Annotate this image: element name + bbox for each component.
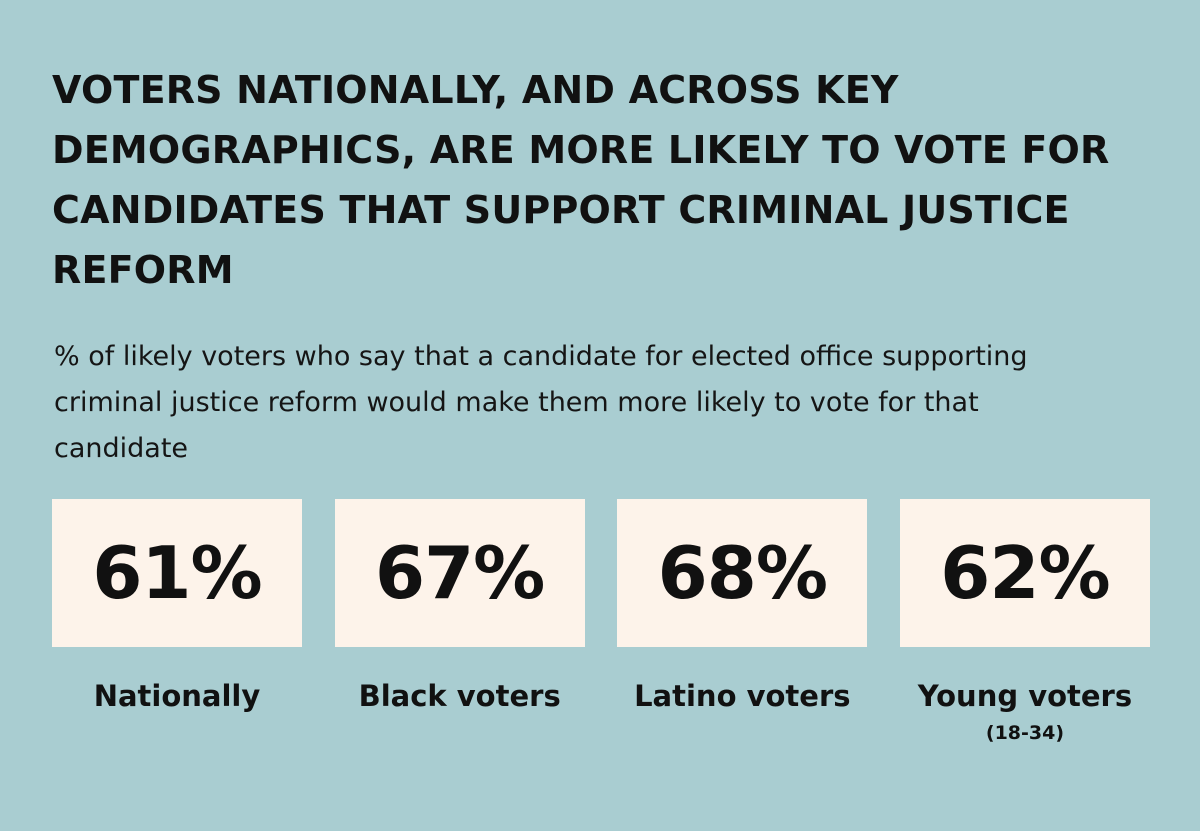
stat-black-voters: 67% Black voters xyxy=(334,499,585,769)
stat-nationally: 61% Nationally xyxy=(52,499,302,769)
stat-card: 62% xyxy=(899,499,1150,647)
stat-note: (18-34) xyxy=(985,722,1065,744)
stat-label: Latino voters xyxy=(634,679,851,713)
stat-label: Nationally xyxy=(93,679,261,713)
stat-card: 68% xyxy=(617,499,868,647)
stat-young-voters: 62% Young voters (18-34) xyxy=(899,499,1150,769)
stat-card: 61% xyxy=(52,499,302,647)
stat-label: Black voters xyxy=(358,679,561,713)
stat-cards: 61% Nationally 67% Black voters 68% Lati… xyxy=(52,499,1150,769)
stat-label: Young voters xyxy=(917,679,1133,713)
stat-value: 67% xyxy=(374,531,545,615)
chart-subtitle: % of likely voters who say that a candid… xyxy=(54,341,1028,464)
stat-card: 67% xyxy=(334,499,585,647)
chart-title: VOTERS NATIONALLY, AND ACROSS KEY DEMOGR… xyxy=(52,68,1110,292)
stat-latino-voters: 68% Latino voters xyxy=(617,499,868,769)
stat-value: 68% xyxy=(657,531,828,615)
stat-value: 61% xyxy=(92,531,262,615)
stat-value: 62% xyxy=(940,531,1110,615)
